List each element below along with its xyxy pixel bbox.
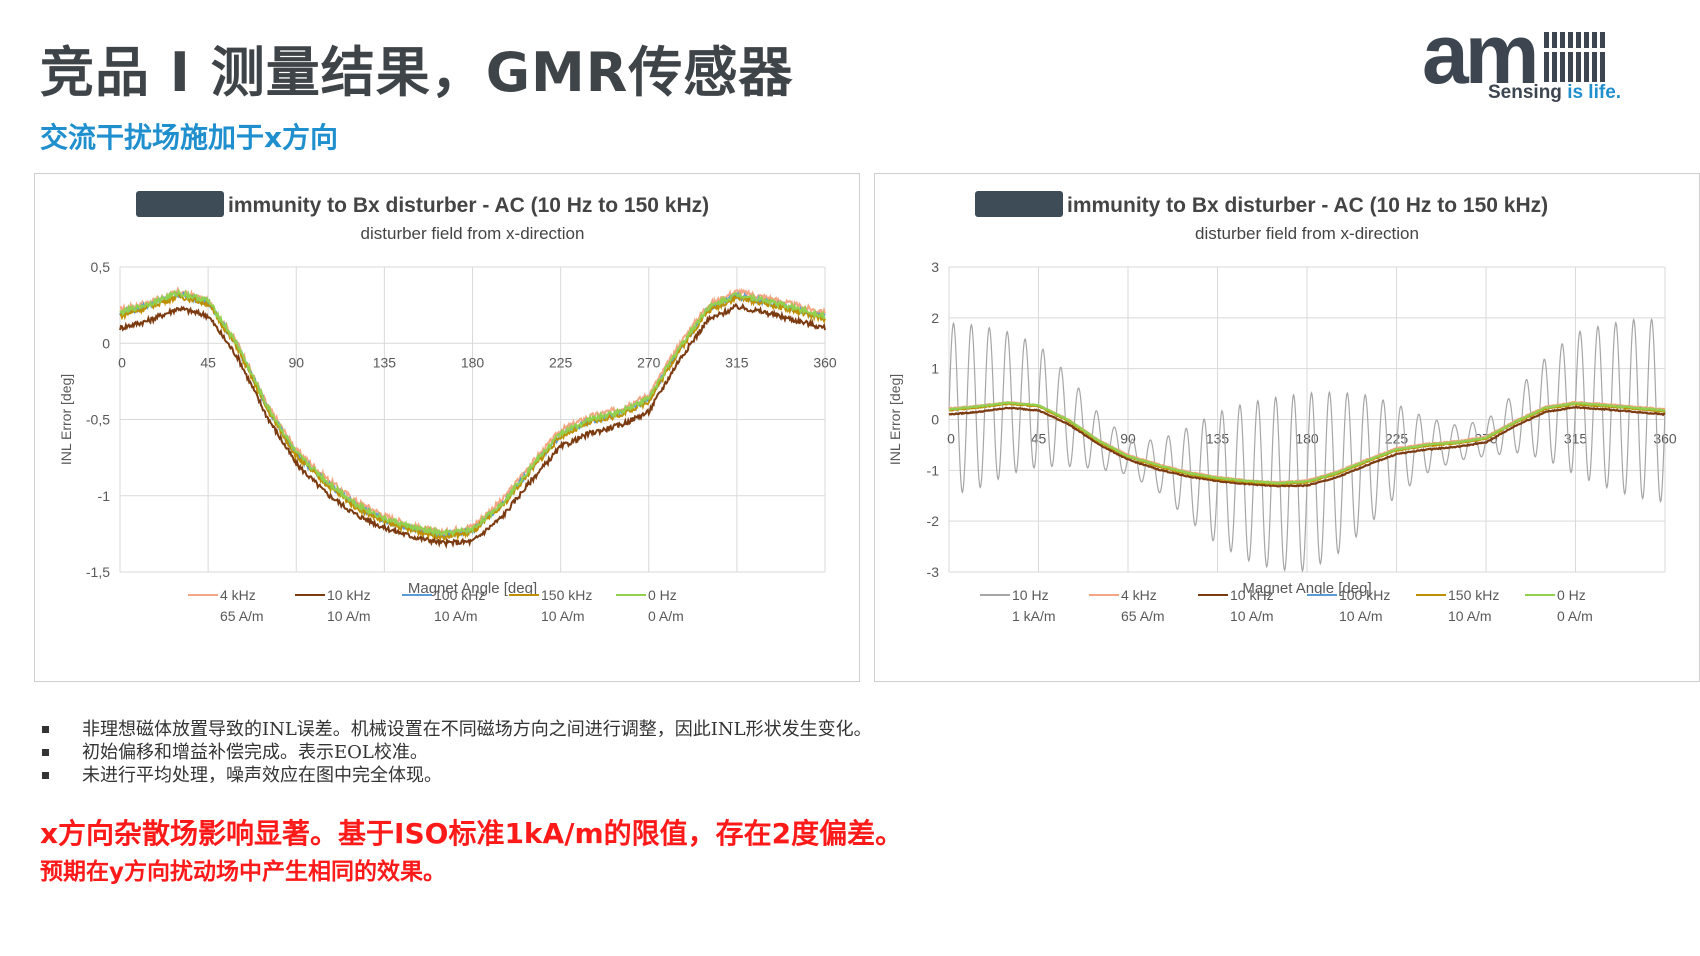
legend-sublabel: 65 A/m bbox=[1121, 608, 1165, 624]
y-tick-label: -0,5 bbox=[86, 412, 110, 428]
legend-sublabel: 1 kA/m bbox=[1012, 608, 1056, 624]
logo-tagline: Sensing is life. bbox=[1488, 82, 1622, 103]
legend-label: 100 kHz bbox=[1339, 587, 1390, 603]
x-tick-label: 360 bbox=[813, 354, 837, 370]
y-tick-label: -1,5 bbox=[86, 564, 110, 580]
legend-label: 150 kHz bbox=[1448, 587, 1499, 603]
y-tick-label: 0 bbox=[931, 412, 939, 428]
x-tick-label: 270 bbox=[637, 354, 661, 370]
y-tick-label: -2 bbox=[927, 513, 940, 529]
y-tick-label: 0,5 bbox=[91, 259, 111, 275]
series-line-10khz bbox=[948, 405, 1666, 488]
legend-sublabel: 10 A/m bbox=[434, 608, 478, 624]
series-line-10khz bbox=[119, 302, 826, 549]
chart-panel-right: immunity to Bx disturber - AC (10 Hz to … bbox=[874, 173, 1700, 682]
legend-sublabel: 10 A/m bbox=[1230, 608, 1274, 624]
x-tick-label: 45 bbox=[200, 354, 216, 370]
legend-label: 4 kHz bbox=[220, 587, 256, 603]
bullet-icon bbox=[42, 726, 49, 733]
slide-subtitle: 交流干扰场施加于x方向 bbox=[40, 121, 339, 154]
legend-sublabel: 10 A/m bbox=[1448, 608, 1492, 624]
y-tick-label: 0 bbox=[102, 335, 110, 351]
y-axis-label: INL Error [deg] bbox=[58, 374, 74, 465]
x-tick-label: 0 bbox=[947, 431, 955, 447]
legend-label: 0 Hz bbox=[648, 587, 677, 603]
company-logo: am Sensing is life. bbox=[1422, 12, 1642, 108]
y-tick-label: -3 bbox=[927, 564, 940, 580]
y-tick-label: 2 bbox=[931, 310, 939, 326]
legend-sublabel: 10 A/m bbox=[1339, 608, 1383, 624]
legend-sublabel: 0 A/m bbox=[648, 608, 684, 624]
legend-label: 150 kHz bbox=[541, 587, 592, 603]
bullet-list: 非理想磁体放置导致的INL误差。机械设置在不同磁场方向之间进行调整，因此INL形… bbox=[40, 718, 872, 787]
chart-title: immunity to Bx disturber - AC (10 Hz to … bbox=[228, 194, 709, 217]
x-tick-label: 90 bbox=[288, 354, 304, 370]
y-tick-label: -1 bbox=[98, 488, 111, 504]
redacted-block bbox=[136, 191, 224, 217]
legend-sublabel: 65 A/m bbox=[220, 608, 264, 624]
logo-bars-icon bbox=[1544, 32, 1605, 82]
redacted-block bbox=[975, 191, 1063, 217]
bullet-icon bbox=[42, 772, 49, 779]
series-line-0hz bbox=[948, 401, 1666, 485]
logo-wordmark: am bbox=[1422, 7, 1539, 101]
legend-label: 10 Hz bbox=[1012, 587, 1049, 603]
legend-label: 0 Hz bbox=[1557, 587, 1586, 603]
y-tick-label: -1 bbox=[927, 462, 940, 478]
x-axis-label: Magnet Angle [deg] bbox=[1242, 580, 1371, 597]
legend-sublabel: 10 A/m bbox=[541, 608, 585, 624]
x-tick-label: 180 bbox=[1295, 431, 1319, 447]
x-tick-label: 45 bbox=[1031, 431, 1047, 447]
x-tick-label: 135 bbox=[1206, 431, 1230, 447]
x-tick-label: 0 bbox=[118, 354, 126, 370]
inl-chart-left: immunity to Bx disturber - AC (10 Hz to … bbox=[58, 191, 837, 624]
bullet-item: 非理想磁体放置导致的INL误差。机械设置在不同磁场方向之间进行调整，因此INL形… bbox=[40, 718, 872, 741]
chart-panel-left: immunity to Bx disturber - AC (10 Hz to … bbox=[34, 173, 860, 682]
legend-label: 10 kHz bbox=[327, 587, 371, 603]
x-tick-label: 180 bbox=[461, 354, 485, 370]
chart-subtitle: disturber field from x-direction bbox=[1195, 224, 1419, 243]
series-line-0hz bbox=[119, 288, 826, 538]
x-tick-label: 360 bbox=[1653, 431, 1677, 447]
x-tick-label: 315 bbox=[1564, 431, 1588, 447]
inl-chart-right: immunity to Bx disturber - AC (10 Hz to … bbox=[887, 191, 1677, 624]
bullet-item: 初始偏移和增益补偿完成。表示EOL校准。 bbox=[40, 741, 872, 764]
y-tick-label: 3 bbox=[931, 259, 939, 275]
x-tick-label: 225 bbox=[1385, 431, 1409, 447]
chart-subtitle: disturber field from x-direction bbox=[361, 224, 585, 243]
y-axis-label: INL Error [deg] bbox=[887, 374, 903, 465]
bullet-icon bbox=[42, 749, 49, 756]
legend-label: 100 kHz bbox=[434, 587, 485, 603]
x-axis-label: Magnet Angle [deg] bbox=[408, 580, 537, 597]
x-tick-label: 135 bbox=[373, 354, 397, 370]
slide-title: 竞品 I 测量结果，GMR传感器 bbox=[40, 41, 794, 104]
bullet-item: 未进行平均处理，噪声效应在图中完全体现。 bbox=[40, 764, 872, 787]
legend-label: 4 kHz bbox=[1121, 587, 1157, 603]
legend-sublabel: 0 A/m bbox=[1557, 608, 1593, 624]
conclusion-sub: 预期在y方向扰动场中产生相同的效果。 bbox=[40, 859, 446, 885]
legend-label: 10 kHz bbox=[1230, 587, 1274, 603]
conclusion-main: x方向杂散场影响显著。基于ISO标准1kA/m的限值，存在2度偏差。 bbox=[40, 817, 904, 850]
y-tick-label: 1 bbox=[931, 361, 939, 377]
legend-sublabel: 10 A/m bbox=[327, 608, 371, 624]
x-tick-label: 225 bbox=[549, 354, 573, 370]
chart-title: immunity to Bx disturber - AC (10 Hz to … bbox=[1067, 194, 1548, 217]
x-tick-label: 315 bbox=[725, 354, 749, 370]
x-tick-label: 90 bbox=[1120, 431, 1136, 447]
